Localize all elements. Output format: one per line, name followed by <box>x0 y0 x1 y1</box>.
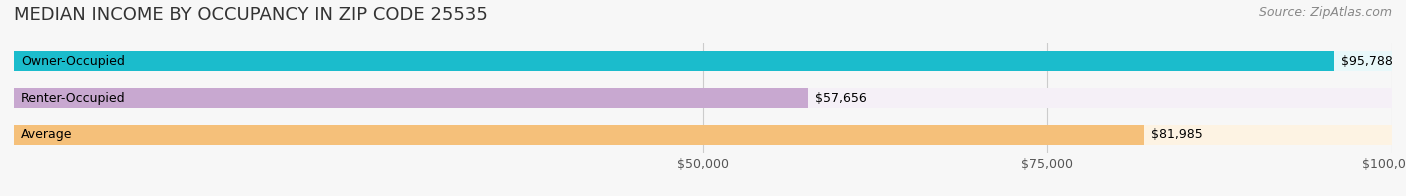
Bar <box>14 51 1392 72</box>
Bar <box>14 51 1334 72</box>
Bar <box>14 124 1392 145</box>
Text: $81,985: $81,985 <box>1150 128 1202 141</box>
Text: MEDIAN INCOME BY OCCUPANCY IN ZIP CODE 25535: MEDIAN INCOME BY OCCUPANCY IN ZIP CODE 2… <box>14 6 488 24</box>
Text: Renter-Occupied: Renter-Occupied <box>21 92 125 104</box>
Text: $95,788: $95,788 <box>1341 55 1393 68</box>
Bar <box>14 124 1143 145</box>
Text: Average: Average <box>21 128 73 141</box>
Bar <box>14 88 808 108</box>
Text: $57,656: $57,656 <box>815 92 868 104</box>
Text: Owner-Occupied: Owner-Occupied <box>21 55 125 68</box>
Text: Source: ZipAtlas.com: Source: ZipAtlas.com <box>1258 6 1392 19</box>
Bar <box>14 88 1392 108</box>
